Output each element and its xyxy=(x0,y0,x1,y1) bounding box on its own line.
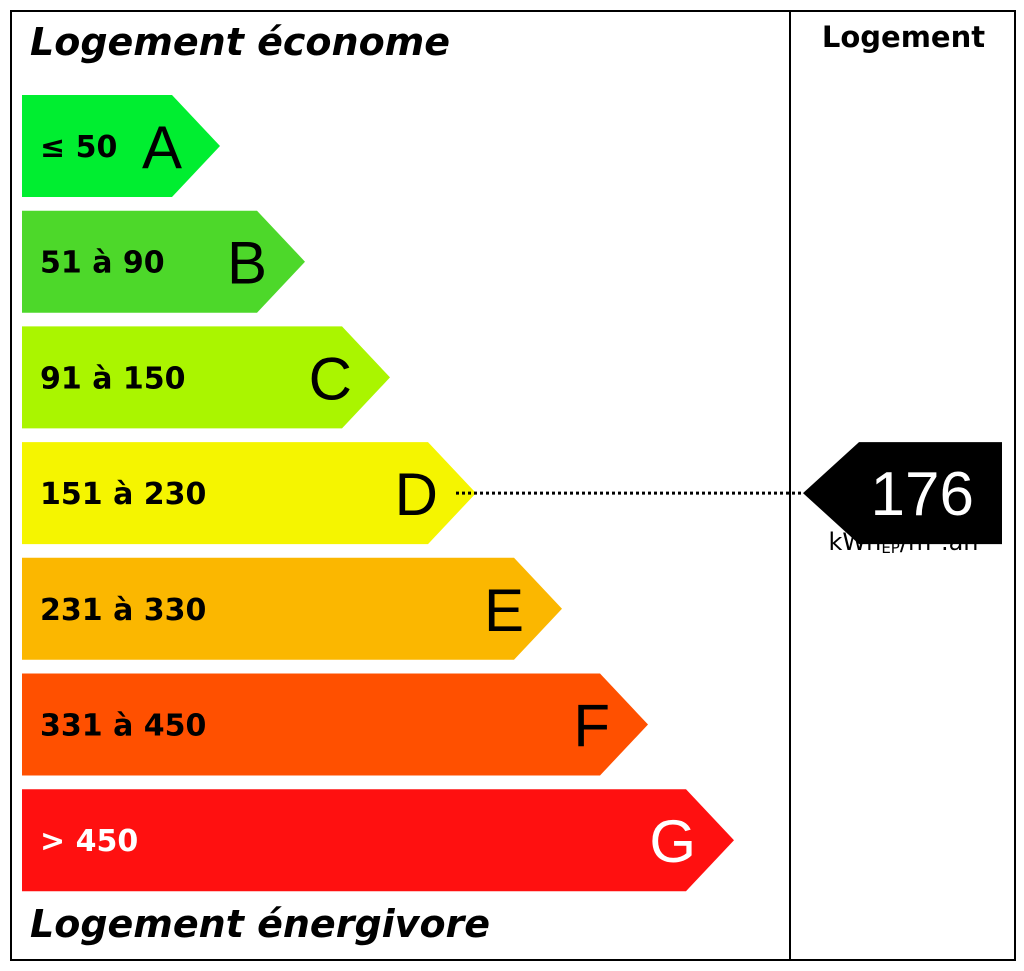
value-marker xyxy=(803,442,1002,545)
label-frame xyxy=(10,10,1016,961)
band-letter: E xyxy=(484,577,524,644)
band-range-label: > 450 xyxy=(40,824,138,859)
unit-label: kWhEP/m².an xyxy=(791,528,1016,557)
energy-band-g xyxy=(22,789,734,892)
band-range-label: 91 à 150 xyxy=(40,361,186,396)
unit-main: kWh xyxy=(828,528,882,556)
band-letter: C xyxy=(309,345,352,412)
band-range-label: 51 à 90 xyxy=(40,246,165,281)
unit-tail: /m².an xyxy=(899,528,979,556)
energy-band-f xyxy=(22,673,648,776)
energy-band-c xyxy=(22,326,390,429)
value-marker-number: 176 xyxy=(871,460,974,529)
energy-band-e xyxy=(22,557,562,660)
energy-band-d xyxy=(22,442,476,545)
top-heading: Logement économe xyxy=(30,20,451,64)
band-range-label: 331 à 450 xyxy=(40,709,206,744)
bottom-heading: Logement énergivore xyxy=(30,902,491,946)
energy-band-a xyxy=(22,95,220,197)
band-letter: F xyxy=(573,693,610,760)
column-divider xyxy=(789,10,791,961)
band-letter: D xyxy=(395,461,438,528)
band-letter: B xyxy=(227,230,267,297)
column-heading: Logement xyxy=(821,20,986,54)
band-letter: G xyxy=(649,808,696,875)
band-range-label: ≤ 50 xyxy=(40,130,117,165)
unit-sub: EP xyxy=(881,539,900,557)
band-range-label: 151 à 230 xyxy=(40,477,206,512)
band-range-label: 231 à 330 xyxy=(40,593,206,628)
band-letter: A xyxy=(142,114,182,181)
energy-band-b xyxy=(22,210,305,313)
